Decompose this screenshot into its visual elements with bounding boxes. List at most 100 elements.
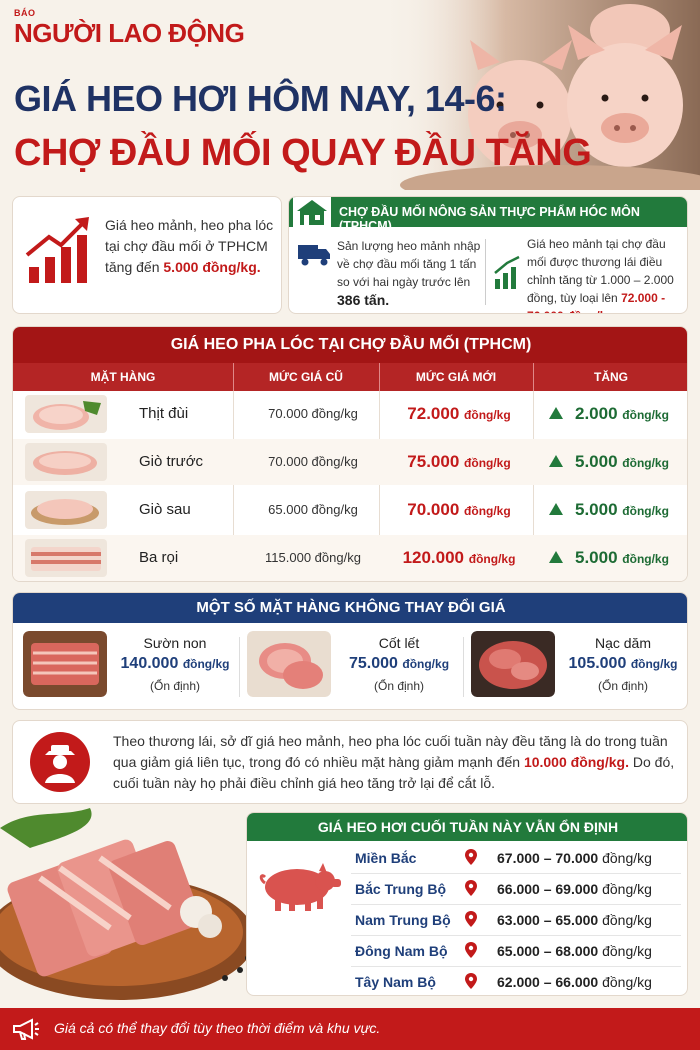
region-row: Nam Trung Bộ 63.000 – 65.000 đồng/kg xyxy=(347,905,683,935)
increase-amount: 5.000 xyxy=(575,548,618,567)
summary-box: Giá heo mảnh, heo pha lóc tại chợ đầu mố… xyxy=(12,196,282,314)
region-price: 62.000 – 66.000 đồng/kg xyxy=(497,974,652,990)
increase-unit: đồng/kg xyxy=(622,456,669,470)
pigs-photo xyxy=(400,0,700,190)
increase-unit: đồng/kg xyxy=(622,408,669,422)
location-pin-icon xyxy=(465,880,477,896)
thigh-meat-image xyxy=(25,395,107,433)
stable-price-unit: đồng/kg xyxy=(182,657,230,671)
increase-amount: 5.000 xyxy=(575,500,618,519)
market-building-icon xyxy=(293,197,331,229)
increase-value: 2.000 đồng/kg xyxy=(575,404,669,424)
stable-item-name: Nạc dăm xyxy=(594,635,652,651)
stable-item-name: Sườn non xyxy=(143,635,207,651)
meat-board-image xyxy=(0,808,255,1000)
location-pin-icon xyxy=(465,942,477,958)
market-volume-body: Sản lượng heo mảnh nhập về chợ đầu mối t… xyxy=(337,239,481,289)
region-divider xyxy=(351,904,681,905)
market-volume-highlight: 386 tấn. xyxy=(337,292,390,308)
new-price: 70.000 đồng/kg xyxy=(379,500,539,520)
market-price-body: Giá heo mảnh tại chợ đầu mối được thương… xyxy=(527,237,674,305)
item-name: Thịt đùi xyxy=(139,405,189,422)
summary-text: Giá heo mảnh, heo pha lóc tại chợ đầu mố… xyxy=(105,215,280,278)
stable-divider xyxy=(239,637,240,697)
region-row: Tây Nam Bộ 62.000 – 66.000 đồng/kg xyxy=(347,967,683,995)
regional-prices-title: GIÁ HEO HƠI CUỐI TUẦN NÀY VẪN ỔN ĐỊNH xyxy=(247,813,687,841)
stable-price-value: 105.000 xyxy=(568,655,627,672)
column-divider xyxy=(233,391,234,581)
region-row: Bắc Trung Bộ 66.000 – 69.000 đồng/kg xyxy=(347,874,683,904)
pork-belly-image xyxy=(25,539,107,577)
trader-note-box: Theo thương lái, sở dĩ giá heo mảnh, heo… xyxy=(12,720,688,804)
region-row: Miền Bắc 67.000 – 70.000 đồng/kg xyxy=(347,843,683,873)
price-unit: đồng/kg xyxy=(464,456,511,470)
location-pin-icon xyxy=(465,911,477,927)
summary-highlight: 5.000 đồng/kg. xyxy=(163,259,261,275)
new-price-value: 70.000 xyxy=(407,500,460,519)
page-title-line2: CHỢ ĐẦU MỐI QUAY ĐẦU TĂNG xyxy=(14,132,592,174)
increase-value: 5.000 đồng/kg xyxy=(575,500,669,520)
region-name: Bắc Trung Bộ xyxy=(355,881,447,897)
footer: Giá cả có thể thay đổi tùy theo thời điể… xyxy=(0,1008,700,1050)
location-pin-icon xyxy=(465,973,477,989)
new-price: 75.000 đồng/kg xyxy=(379,452,539,472)
footer-disclaimer: Giá cả có thể thay đổi tùy theo thời điể… xyxy=(54,1020,381,1036)
item-name: Giò sau xyxy=(139,501,191,518)
price-unit: đồng/kg xyxy=(468,552,516,566)
increase-arrow-icon xyxy=(549,503,563,515)
region-price-unit: đồng/kg xyxy=(602,943,652,959)
trader-note-highlight: 10.000 đồng/kg. xyxy=(523,754,629,770)
brand-prefix: BÁO xyxy=(14,8,36,18)
stable-item-price: 105.000 đồng/kg xyxy=(559,655,687,673)
region-price-value: 67.000 – 70.000 xyxy=(497,850,599,866)
trader-icon xyxy=(30,732,90,792)
region-price: 67.000 – 70.000 đồng/kg xyxy=(497,850,652,866)
region-price: 66.000 – 69.000 đồng/kg xyxy=(497,881,652,897)
header-divider xyxy=(533,363,534,391)
item-name: Giò trước xyxy=(139,453,204,470)
price-unit: đồng/kg xyxy=(464,504,511,518)
pork-shoulder-image xyxy=(471,631,555,697)
stable-item-note: (Ổn định) xyxy=(373,679,425,693)
megaphone-icon xyxy=(13,1018,39,1040)
item-name: Ba rọi xyxy=(139,549,179,566)
header-old-price: MỨC GIÁ CŨ xyxy=(269,370,343,384)
increase-value: 5.000 đồng/kg xyxy=(575,548,669,568)
column-divider xyxy=(533,391,534,581)
trader-note-tail: Do đó, cuối tuần này họ phải điều chỉnh … xyxy=(113,754,675,791)
trader-note-text: Theo thương lái, sở dĩ giá heo mảnh, heo… xyxy=(113,731,679,794)
market-box: CHỢ ĐẦU MỐI NÔNG SẢN THỰC PHẨM HÓC MÔN (… xyxy=(288,196,688,314)
region-divider xyxy=(351,966,681,967)
increase-amount: 5.000 xyxy=(575,452,618,471)
increase-amount: 2.000 xyxy=(575,404,618,423)
region-divider xyxy=(351,935,681,936)
trader-note-body: Theo thương lái, sở dĩ giá heo mảnh, heo… xyxy=(113,733,668,770)
region-price-unit: đồng/kg xyxy=(602,974,652,990)
stable-item: Nạc dăm 105.000 đồng/kg (Ổn định) xyxy=(463,629,683,705)
increase-arrow-icon xyxy=(549,407,563,419)
regional-prices-box: GIÁ HEO HƠI CUỐI TUẦN NÀY VẪN ỔN ĐỊNH Mi… xyxy=(246,812,688,996)
region-price-value: 63.000 – 65.000 xyxy=(497,912,599,928)
column-divider xyxy=(379,391,380,581)
market-title: CHỢ ĐẦU MỐI NÔNG SẢN THỰC PHẨM HÓC MÔN (… xyxy=(339,205,640,233)
market-volume-text: Sản lượng heo mảnh nhập về chợ đầu mối t… xyxy=(337,237,483,310)
stable-price-value: 140.000 xyxy=(120,655,179,672)
increase-arrow-icon xyxy=(549,455,563,467)
stable-price-value: 75.000 xyxy=(348,655,398,672)
new-price: 72.000 đồng/kg xyxy=(379,404,539,424)
price-unit: đồng/kg xyxy=(464,408,511,422)
stable-item-price: 140.000 đồng/kg xyxy=(111,655,239,673)
region-price-unit: đồng/kg xyxy=(602,850,652,866)
table-row: Giò sau 65.000 đồng/kg 70.000 đồng/kg 5.… xyxy=(13,487,687,533)
stable-price-unit: đồng/kg xyxy=(402,657,450,671)
new-price-value: 72.000 xyxy=(407,404,460,423)
stable-item-note: (Ổn định) xyxy=(149,679,201,693)
new-price: 120.000 đồng/kg xyxy=(379,548,539,568)
price-table-title: GIÁ HEO PHA LÓC TẠI CHỢ ĐẦU MỐI (TPHCM) xyxy=(13,327,687,363)
old-price: 65.000 đồng/kg xyxy=(268,502,358,517)
truck-icon xyxy=(298,245,330,266)
region-price-value: 65.000 – 68.000 xyxy=(497,943,599,959)
header-increase: TĂNG xyxy=(594,370,628,384)
region-name: Miền Bắc xyxy=(355,850,417,866)
increase-value: 5.000 đồng/kg xyxy=(575,452,669,472)
